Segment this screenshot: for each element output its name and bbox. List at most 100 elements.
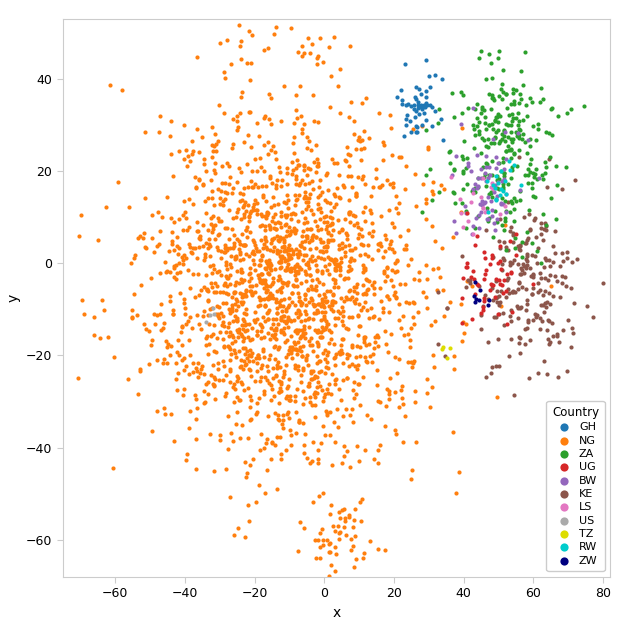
NG xyxy=(292,251,303,261)
NG xyxy=(358,372,368,382)
NG xyxy=(257,269,267,279)
NG xyxy=(325,407,335,417)
NG xyxy=(267,177,277,187)
KE xyxy=(554,372,564,382)
NG xyxy=(345,216,355,226)
NG xyxy=(253,354,264,364)
LS xyxy=(457,222,467,232)
NG xyxy=(333,81,343,91)
ZA xyxy=(504,144,514,154)
NG xyxy=(334,240,344,250)
NG xyxy=(250,265,260,275)
NG xyxy=(330,191,340,201)
NG xyxy=(191,183,201,193)
NG xyxy=(282,409,292,419)
NG xyxy=(321,241,331,251)
NG xyxy=(248,453,258,463)
NG xyxy=(320,194,330,204)
NG xyxy=(270,297,281,307)
KE xyxy=(502,275,512,285)
NG xyxy=(394,198,404,208)
KE xyxy=(513,283,523,293)
NG xyxy=(311,308,321,318)
NG xyxy=(301,231,311,241)
NG xyxy=(247,350,257,361)
KE xyxy=(541,221,551,231)
NG xyxy=(289,281,299,291)
NG xyxy=(222,264,232,274)
NG xyxy=(303,314,313,324)
NG xyxy=(236,361,246,371)
NG xyxy=(408,358,418,368)
NG xyxy=(276,312,286,322)
NG xyxy=(235,41,245,51)
NG xyxy=(257,251,267,261)
NG xyxy=(364,314,374,324)
NG xyxy=(259,347,269,357)
KE xyxy=(541,255,551,265)
KE xyxy=(521,238,531,248)
NG xyxy=(305,398,315,408)
NG xyxy=(214,375,225,385)
ZA xyxy=(503,179,513,189)
NG xyxy=(336,345,346,356)
NG xyxy=(338,180,348,190)
NG xyxy=(342,324,352,334)
NG xyxy=(312,359,322,369)
NG xyxy=(272,303,282,314)
NG xyxy=(279,242,289,252)
ZA xyxy=(503,132,513,142)
NG xyxy=(242,159,252,169)
ZA xyxy=(551,214,561,224)
KE xyxy=(539,261,549,271)
KE xyxy=(433,287,443,297)
BW xyxy=(523,135,533,145)
NG xyxy=(382,384,392,394)
NG xyxy=(401,243,411,253)
NG xyxy=(390,287,400,297)
NG xyxy=(320,324,330,334)
NG xyxy=(247,281,257,291)
NG xyxy=(343,312,353,322)
NG xyxy=(436,180,446,190)
NG xyxy=(226,251,236,261)
NG xyxy=(247,206,257,216)
NG xyxy=(340,273,350,283)
NG xyxy=(367,254,377,264)
NG xyxy=(279,414,289,424)
NG xyxy=(250,154,260,164)
NG xyxy=(297,128,307,138)
KE xyxy=(543,317,554,327)
NG xyxy=(284,245,294,255)
NG xyxy=(348,522,358,532)
NG xyxy=(286,424,296,435)
NG xyxy=(298,399,308,409)
NG xyxy=(286,315,296,325)
UG xyxy=(462,208,472,218)
NG xyxy=(289,263,299,273)
NG xyxy=(321,211,331,221)
NG xyxy=(413,307,423,317)
NG xyxy=(362,240,372,250)
NG xyxy=(323,253,333,263)
NG xyxy=(409,275,419,285)
NG xyxy=(335,514,345,524)
NG xyxy=(176,327,186,337)
NG xyxy=(343,208,353,218)
NG xyxy=(297,331,307,341)
NG xyxy=(325,102,335,112)
ZA xyxy=(508,162,518,172)
NG xyxy=(128,305,138,315)
NG xyxy=(270,147,280,157)
NG xyxy=(330,254,340,264)
ZA xyxy=(538,174,548,184)
ZA xyxy=(484,189,494,199)
NG xyxy=(147,340,157,350)
NG xyxy=(303,350,313,361)
NG xyxy=(318,488,328,498)
KE xyxy=(487,283,498,293)
NG xyxy=(326,303,337,314)
NG xyxy=(340,155,350,165)
ZA xyxy=(520,171,530,181)
NG xyxy=(294,262,304,272)
